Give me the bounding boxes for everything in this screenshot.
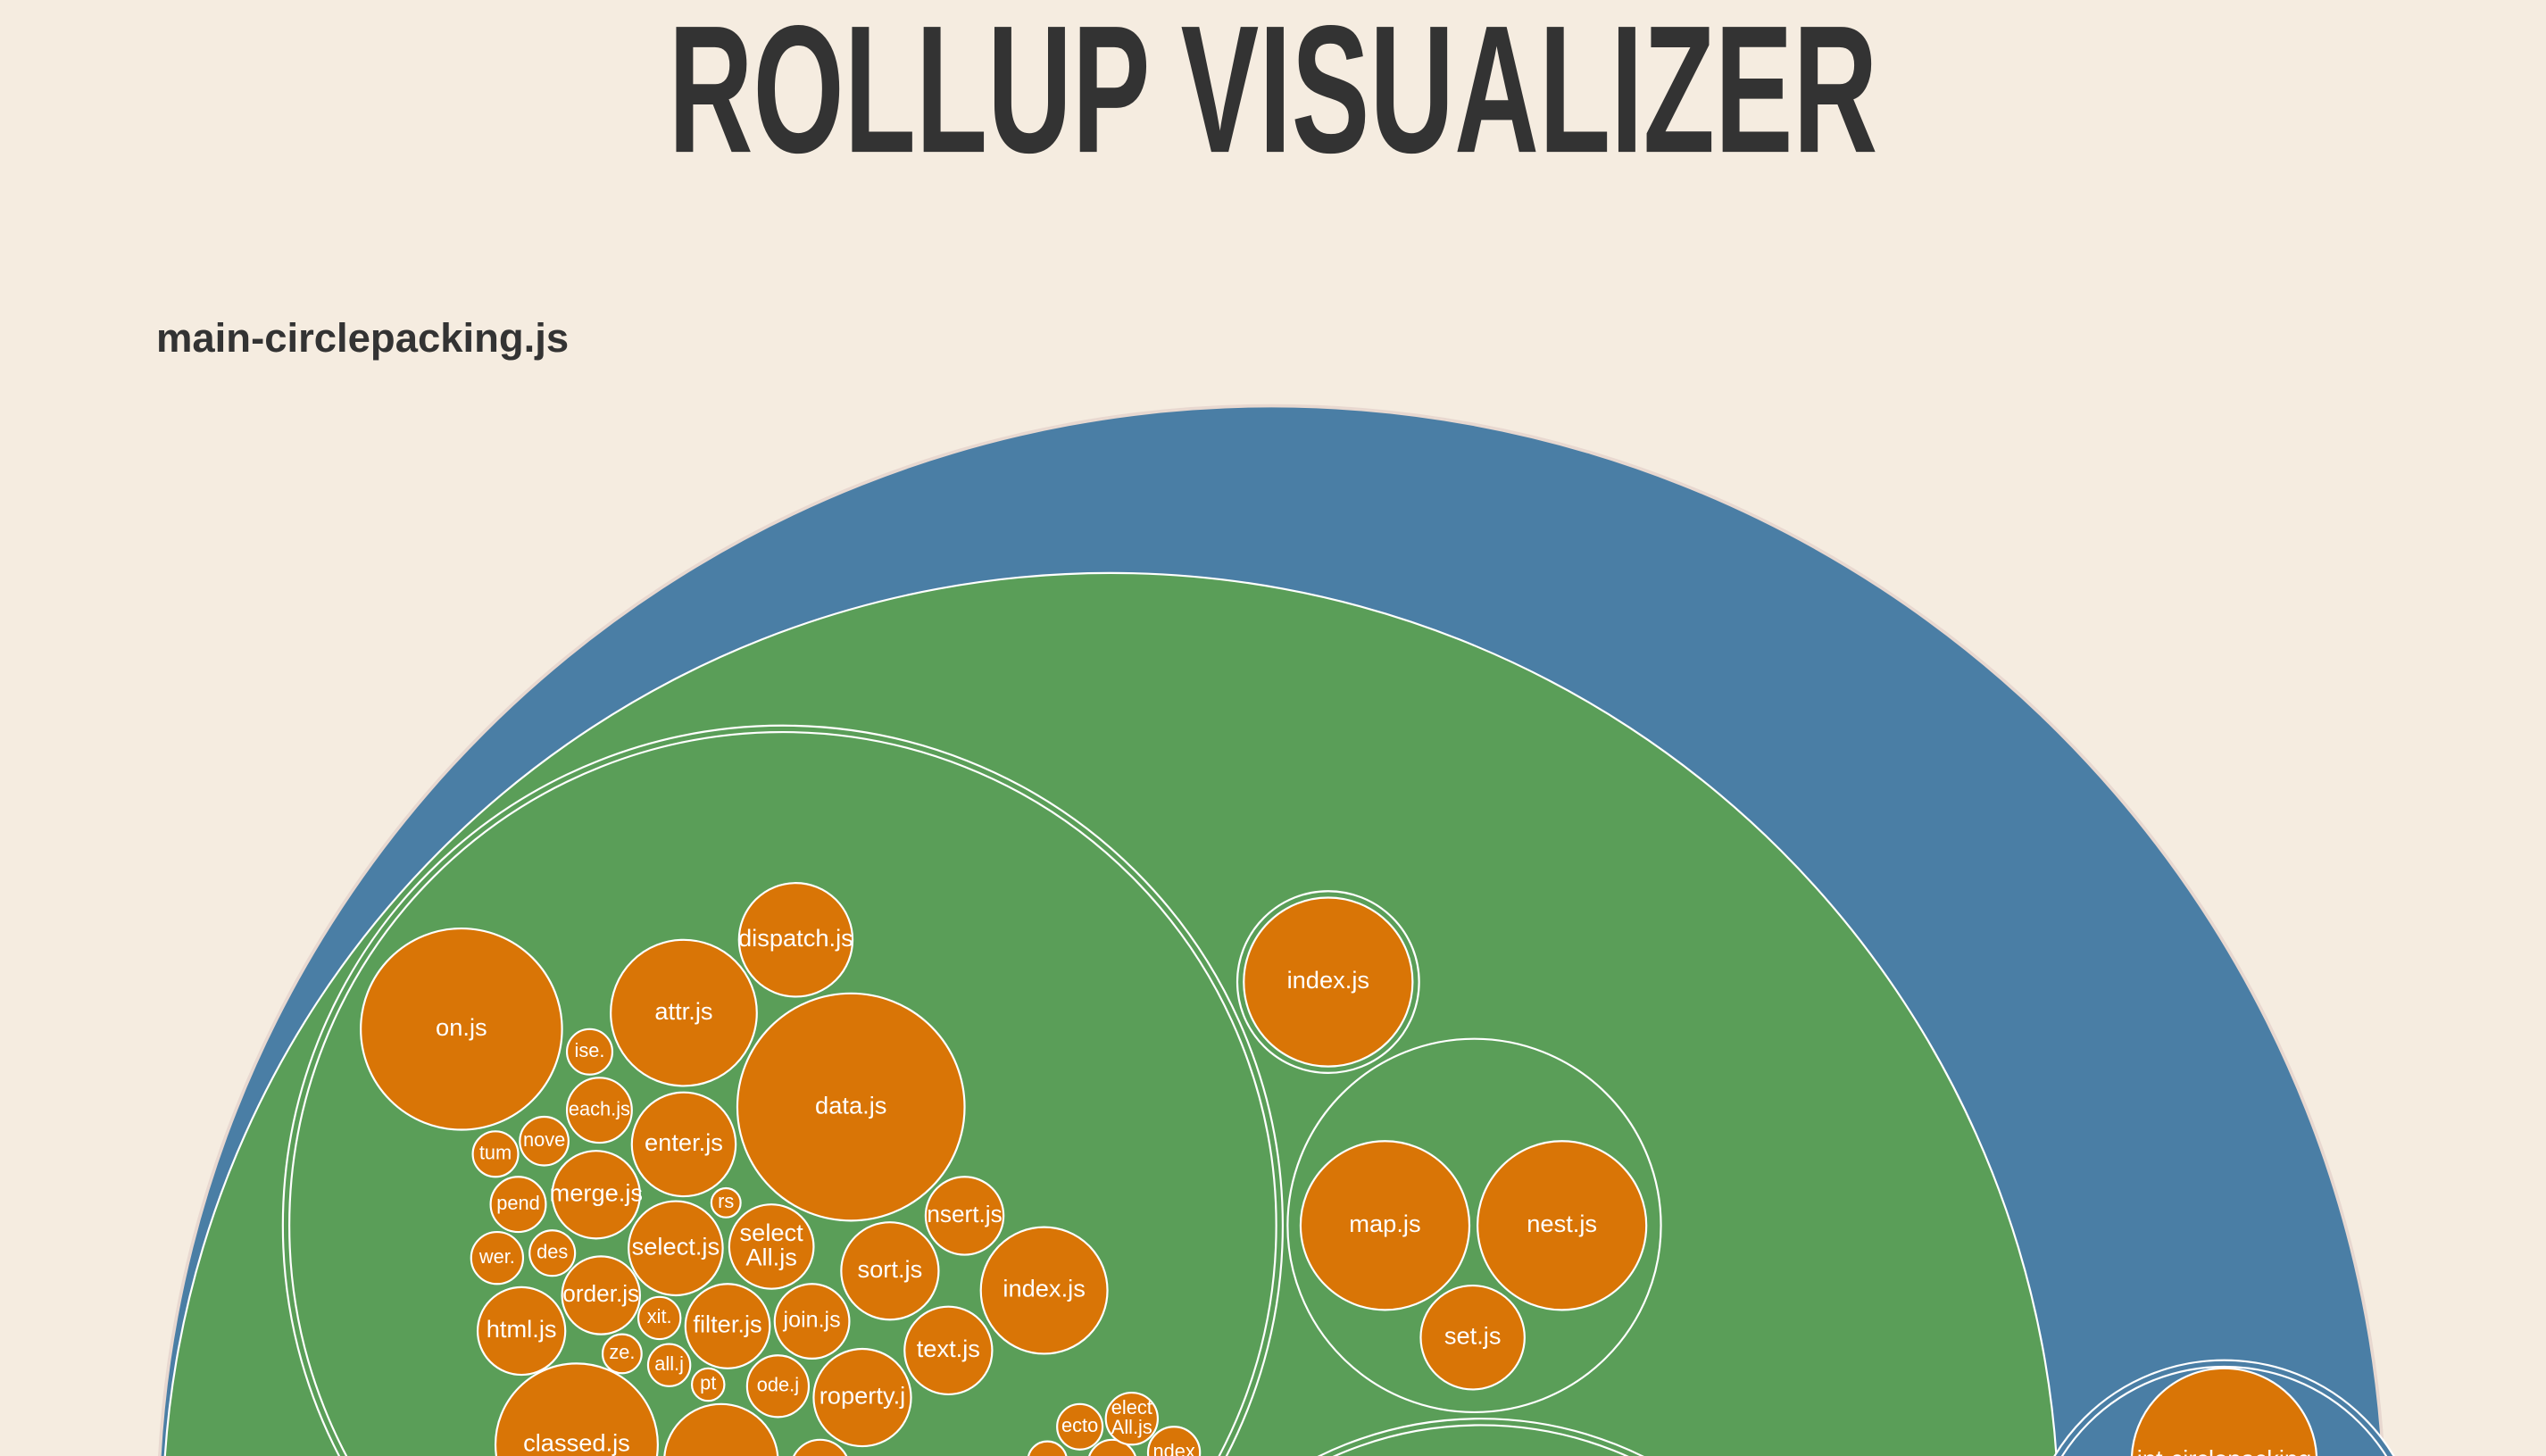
- leaf-circle: [840, 1221, 940, 1321]
- leaf-circle: [601, 1333, 643, 1375]
- leaf-circle: [489, 1176, 547, 1234]
- node-label: each.js: [569, 1097, 630, 1119]
- node-label: All.js: [745, 1243, 797, 1270]
- leaf-circle: [636, 1295, 682, 1341]
- node-label: nest.js: [1527, 1210, 1597, 1237]
- node-label: attr.js: [654, 997, 712, 1025]
- leaf-circle: [736, 992, 966, 1222]
- page-title: ROLLUP VISUALIZER: [669, 0, 1878, 191]
- leaf-circle: [561, 1255, 641, 1335]
- node-label: merge.js: [549, 1178, 643, 1206]
- node-label: pt: [700, 1372, 716, 1394]
- leaf-circle: [903, 1305, 994, 1395]
- node-label: index.js: [1287, 966, 1369, 994]
- leaf-circle: [471, 1130, 520, 1178]
- node-label: join.js: [783, 1308, 841, 1333]
- node-label: ze.: [609, 1341, 635, 1363]
- node-label: text.js: [917, 1335, 980, 1362]
- node-label: index.js: [1003, 1275, 1085, 1302]
- leaf-circle: [663, 1402, 779, 1456]
- leaf-circle: [551, 1150, 641, 1240]
- leaf-circle: [476, 1285, 567, 1377]
- node-label: map.js: [1349, 1210, 1420, 1237]
- leaf-circle: [610, 938, 758, 1087]
- leaf-circle: [360, 927, 563, 1131]
- group-circle: [1286, 1037, 1662, 1413]
- leaf-circle: [1299, 1140, 1471, 1311]
- leaf-circle: [924, 1176, 1005, 1256]
- node-label: order.js: [562, 1280, 639, 1307]
- leaf-circle: [646, 1343, 692, 1387]
- node-label: nsert.js: [927, 1201, 1002, 1227]
- node-label: elect: [1111, 1396, 1152, 1419]
- node-label: sort.js: [858, 1255, 923, 1283]
- leaf-circle: [1419, 1284, 1526, 1391]
- node-label: xit.: [647, 1305, 672, 1327]
- node-label: classed.js: [523, 1428, 630, 1456]
- node-label: all.j: [654, 1352, 684, 1375]
- node-label: pend: [496, 1192, 540, 1214]
- node-label: ndex: [1152, 1440, 1194, 1456]
- node-label: set.js: [1444, 1321, 1502, 1349]
- node-label: enter.js: [645, 1128, 723, 1156]
- leaf-circle: [812, 1347, 912, 1448]
- node-label: select: [740, 1219, 804, 1246]
- leaf-circle: [519, 1115, 570, 1167]
- leaf-circle: [773, 1283, 851, 1360]
- node-label: tum: [479, 1142, 512, 1164]
- node-label: ecto: [1061, 1414, 1098, 1436]
- leaf-circle: [737, 882, 854, 998]
- leaf-circle: [793, 1438, 848, 1456]
- node-label: data.js: [815, 1091, 886, 1119]
- leaf-circle: [728, 1203, 815, 1290]
- circle-pack: on.js attr.js dispatch.js data.js ise. each.j…: [158, 404, 2395, 1456]
- leaf-circle: [1056, 1402, 1104, 1451]
- node-label: on.js: [436, 1013, 487, 1041]
- node-label: html.js: [487, 1315, 557, 1343]
- node-label: select.js: [632, 1232, 720, 1260]
- leaf-circle: [630, 1091, 737, 1198]
- node-label: dispatch.js: [738, 924, 853, 952]
- node-label: ode.j: [757, 1374, 799, 1396]
- leaf-circle: [979, 1226, 1109, 1355]
- node-label: ise.: [575, 1039, 605, 1061]
- node-label: nove: [523, 1128, 565, 1151]
- node-label: rs: [718, 1190, 734, 1212]
- group-circle: [1332, 1424, 1629, 1456]
- node-label: des: [537, 1240, 568, 1262]
- node-label: roperty.j: [820, 1382, 905, 1410]
- node-label: filter.js: [693, 1310, 761, 1338]
- leaf-circle: [2130, 1367, 2318, 1456]
- leaf-circle: [628, 1200, 724, 1297]
- node-label: All.js: [1111, 1416, 1152, 1438]
- leaf-circle: [710, 1186, 742, 1219]
- leaf-circle: [690, 1367, 726, 1402]
- node-label: wer.: [478, 1245, 515, 1268]
- leaf-circle: [1028, 1440, 1068, 1456]
- leaf-circle: [1243, 896, 1414, 1068]
- leaf-circle: [745, 1354, 811, 1419]
- leaf-circle: [494, 1362, 659, 1456]
- leaf-circle: [1477, 1140, 1648, 1311]
- node-label: int-circlepacking: [2137, 1445, 2311, 1456]
- leaf-circle: [684, 1283, 771, 1369]
- leaf-circle: [565, 1077, 633, 1144]
- leaf-circle: [1146, 1426, 1202, 1456]
- leaf-circle: [470, 1230, 525, 1285]
- leaf-circle: [565, 1028, 614, 1076]
- bundle-name: main-circlepacking.js: [156, 315, 569, 361]
- leaf-circle: [1104, 1391, 1159, 1446]
- leaf-circle: [528, 1229, 577, 1277]
